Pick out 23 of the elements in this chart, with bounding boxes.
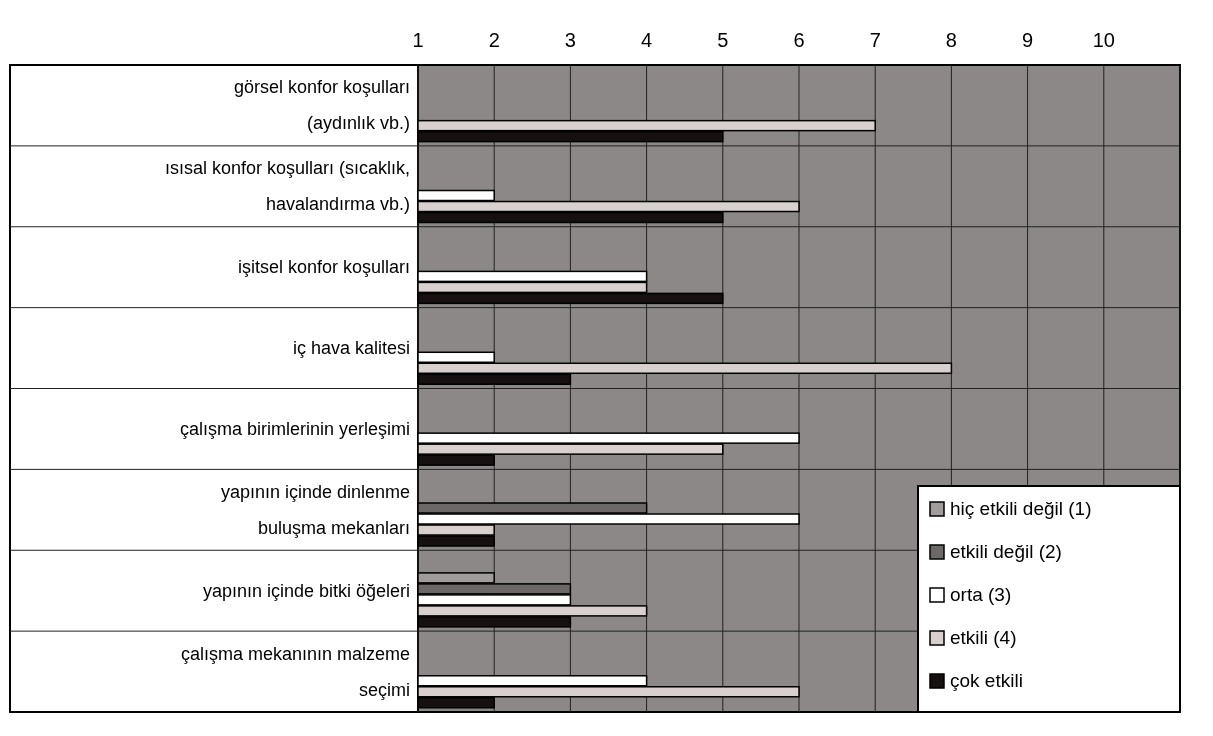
legend-label: hiç etkili değil (1) (950, 498, 1092, 519)
y-tick-label: yapının içinde dinlenme buluşma mekanları (220, 481, 410, 538)
x-tick-label: 8 (945, 29, 957, 51)
y-tick-label: işitsel konfor koşulları (237, 257, 410, 278)
y-tick-label: yapının içinde bitki öğeleri (202, 580, 410, 601)
x-tick-label: 7 (869, 29, 881, 51)
legend-label: çok etkili (950, 670, 1023, 691)
x-tick-label: 1 (412, 29, 424, 51)
x-tick-label: 4 (641, 29, 653, 51)
y-tick-label: iç hava kalitesi (292, 338, 410, 359)
legend-label: etkili değil (2) (950, 541, 1062, 562)
legend-label: etkili (4) (950, 627, 1017, 648)
x-tick-label: 9 (1022, 29, 1034, 51)
x-tick-label: 3 (564, 29, 576, 51)
x-tick-label: 6 (793, 29, 805, 51)
x-tick-label: 5 (717, 29, 729, 51)
x-tick-label: 2 (488, 29, 500, 51)
x-tick-label: 10 (1092, 29, 1115, 51)
y-tick-label: görsel konfor koşulları (aydınlık vb.) (233, 77, 410, 134)
y-tick-label: çalışma mekanının malzeme seçimi (180, 643, 410, 700)
legend-label: orta (3) (950, 584, 1012, 605)
y-tick-label: ısısal konfor koşulları (sıcaklık, havalandırma vb.) (164, 158, 410, 215)
y-tick-label: çalışma birimlerinin yerleşimi (179, 418, 410, 439)
